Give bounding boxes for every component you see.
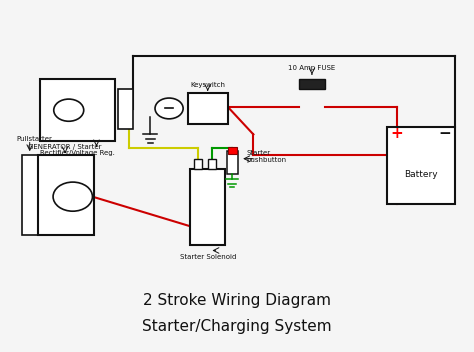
- Bar: [188, 93, 228, 124]
- Bar: [228, 146, 237, 154]
- Bar: [38, 155, 94, 235]
- Text: Pullstarter: Pullstarter: [17, 136, 53, 142]
- Circle shape: [155, 98, 183, 119]
- Text: 2 Stroke Wiring Diagram: 2 Stroke Wiring Diagram: [143, 293, 331, 308]
- Bar: [208, 159, 216, 169]
- Text: Starter/Charging System: Starter/Charging System: [142, 319, 332, 334]
- Bar: [118, 89, 133, 129]
- Text: +: +: [391, 126, 403, 141]
- Bar: [387, 127, 455, 204]
- Text: −: −: [438, 126, 451, 141]
- Bar: [190, 169, 225, 245]
- Text: GENERATOR / Starter: GENERATOR / Starter: [28, 144, 102, 150]
- Text: Keyswitch: Keyswitch: [190, 82, 225, 88]
- Bar: [21, 155, 38, 235]
- Text: Battery: Battery: [404, 170, 438, 179]
- Bar: [40, 79, 115, 142]
- Bar: [194, 159, 202, 169]
- Bar: [227, 151, 238, 174]
- Circle shape: [53, 182, 92, 211]
- Text: 10 Amp FUSE: 10 Amp FUSE: [288, 65, 336, 71]
- Text: Starter Solenoid: Starter Solenoid: [180, 254, 236, 260]
- Circle shape: [54, 99, 84, 121]
- Bar: [299, 79, 325, 89]
- Text: Starter
pushbutton: Starter pushbutton: [246, 150, 286, 163]
- Text: Rectifier/Voltage Reg.: Rectifier/Voltage Reg.: [40, 150, 115, 156]
